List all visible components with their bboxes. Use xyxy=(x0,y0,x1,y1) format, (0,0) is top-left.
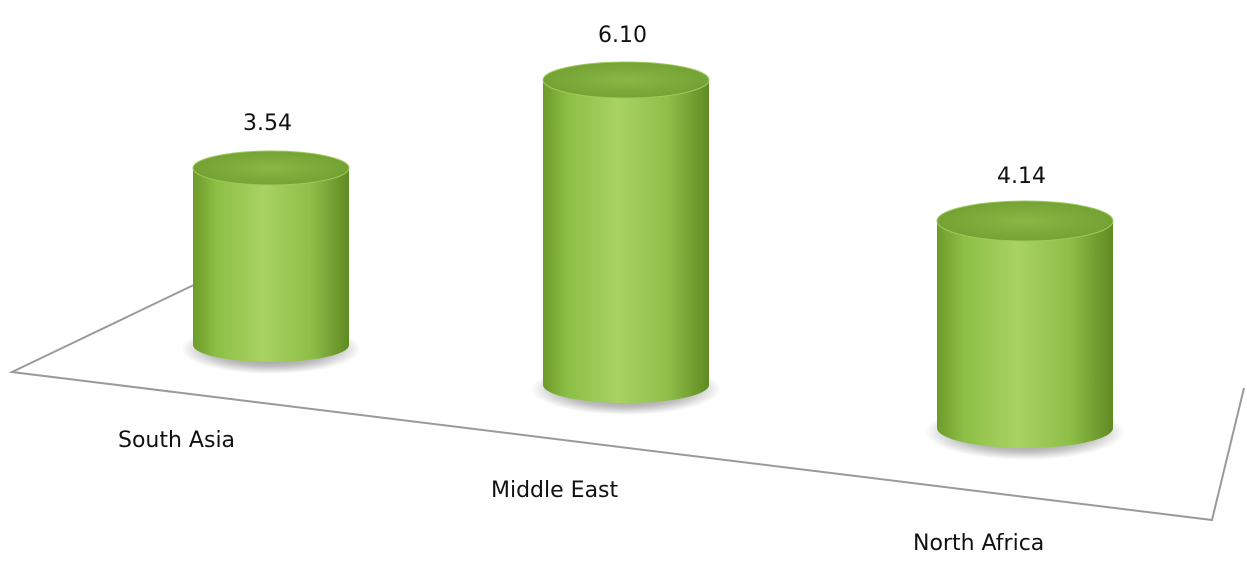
bar-middle-east xyxy=(531,61,721,415)
category-label-north-africa: North Africa xyxy=(913,531,1044,556)
bar-body xyxy=(193,168,349,362)
bar-north-africa xyxy=(925,200,1125,460)
value-label-north-africa: 4.14 xyxy=(997,164,1046,189)
bar-top xyxy=(936,200,1114,242)
value-label-middle-east: 6.10 xyxy=(598,23,647,48)
bar-top xyxy=(192,150,350,186)
category-label-south-asia: South Asia xyxy=(118,428,235,453)
bar-body xyxy=(937,221,1113,448)
floor-outline xyxy=(8,281,1245,522)
bar-body xyxy=(543,80,709,403)
category-label-middle-east: Middle East xyxy=(491,478,619,503)
bar-south-asia xyxy=(181,150,361,374)
data-labels: 3.54 6.10 4.14 xyxy=(243,23,1046,189)
chart-floor xyxy=(8,281,1245,522)
category-labels: South Asia Middle East North Africa xyxy=(118,428,1044,556)
bar-series xyxy=(181,61,1125,460)
bar-top xyxy=(542,61,710,99)
value-label-south-asia: 3.54 xyxy=(243,111,292,136)
